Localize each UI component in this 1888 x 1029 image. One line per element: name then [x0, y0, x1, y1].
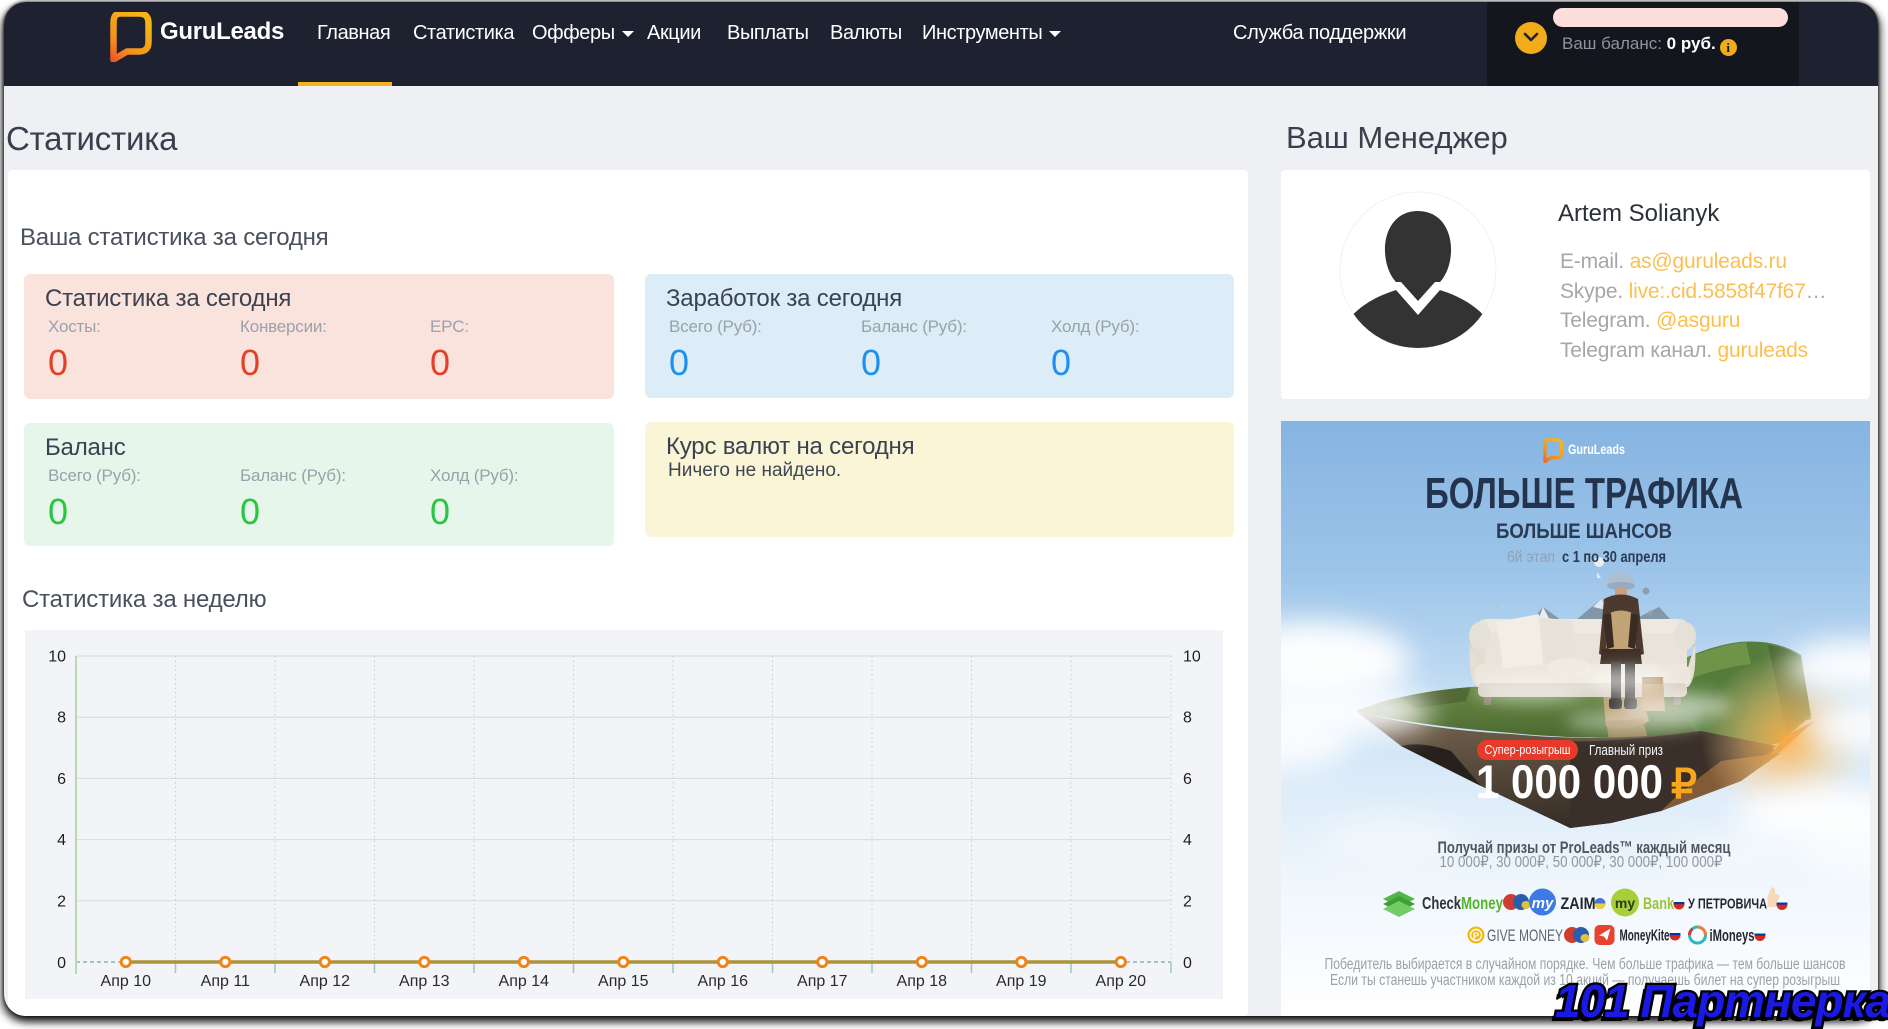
svg-text:Апр 20: Апр 20	[1096, 973, 1147, 990]
svg-text:8: 8	[1183, 710, 1192, 727]
svg-text:Супер-розыгрыш: Супер-розыгрыш	[1485, 743, 1571, 757]
svg-text:У ПЕТРОВИЧА: У ПЕТРОВИЧА	[1688, 897, 1767, 913]
svg-text:0: 0	[57, 955, 66, 972]
svg-text:4: 4	[1183, 832, 1192, 849]
svg-text:10: 10	[48, 649, 66, 666]
svg-text:6: 6	[57, 771, 66, 788]
svg-text:Bank: Bank	[1643, 894, 1674, 913]
svg-text:6: 6	[1183, 771, 1192, 788]
svg-text:MoneyKite: MoneyKite	[1620, 928, 1670, 945]
svg-text:2: 2	[57, 893, 66, 910]
svg-text:Главный приз: Главный приз	[1589, 742, 1663, 759]
svg-text:БОЛЬШЕ ТРАФИКА: БОЛЬШЕ ТРАФИКА	[1425, 469, 1743, 518]
svg-text:0: 0	[1183, 955, 1192, 972]
svg-text:Апр 16: Апр 16	[698, 973, 749, 990]
svg-text:Получай призы от ProLeads™ каж: Получай призы от ProLeads™ каждый месяц	[1438, 838, 1731, 857]
svg-text:Апр 18: Апр 18	[897, 973, 948, 990]
svg-text:my: my	[1615, 895, 1635, 911]
svg-text:БОЛЬШЕ ШАНСОВ: БОЛЬШЕ ШАНСОВ	[1496, 520, 1672, 543]
svg-text:Апр 12: Апр 12	[300, 973, 351, 990]
svg-text:Апр 15: Апр 15	[598, 973, 649, 990]
svg-text:Апр 10: Апр 10	[101, 973, 152, 990]
svg-text:₽: ₽	[1671, 761, 1697, 807]
svg-text:GIVE MONEY: GIVE MONEY	[1487, 926, 1563, 945]
svg-text:iMoneys: iMoneys	[1710, 926, 1755, 945]
svg-text:10 000₽, 30 000₽, 50 000₽, 30: 10 000₽, 30 000₽, 50 000₽, 30 000₽, 100 …	[1440, 854, 1723, 871]
svg-text:Если ты станешь участником каж: Если ты станешь участником каждой из 10 …	[1330, 972, 1840, 989]
svg-text:Check: Check	[1422, 893, 1461, 913]
svg-text:my: my	[1532, 895, 1554, 912]
svg-text:ZAIM: ZAIM	[1561, 894, 1596, 913]
svg-text:Победитель выбирается в случай: Победитель выбирается в случайном порядк…	[1325, 956, 1846, 973]
svg-text:8: 8	[57, 710, 66, 727]
svg-text:Апр 19: Апр 19	[996, 973, 1047, 990]
svg-text:1 000 000: 1 000 000	[1476, 755, 1663, 808]
svg-text:GuruLeads: GuruLeads	[1568, 442, 1625, 457]
svg-text:P: P	[1473, 931, 1480, 942]
svg-text:2: 2	[1183, 893, 1192, 910]
svg-text:6й этап: 6й этап	[1507, 549, 1555, 566]
svg-text:4: 4	[57, 832, 66, 849]
svg-text:Money: Money	[1461, 893, 1503, 913]
svg-text:с 1 по 30 апреля: с 1 по 30 апреля	[1562, 549, 1666, 566]
svg-text:Апр 14: Апр 14	[499, 973, 550, 990]
svg-text:Апр 13: Апр 13	[399, 973, 450, 990]
svg-text:Апр 11: Апр 11	[201, 973, 250, 990]
svg-text:10: 10	[1183, 649, 1201, 666]
svg-text:Апр 17: Апр 17	[797, 973, 848, 990]
